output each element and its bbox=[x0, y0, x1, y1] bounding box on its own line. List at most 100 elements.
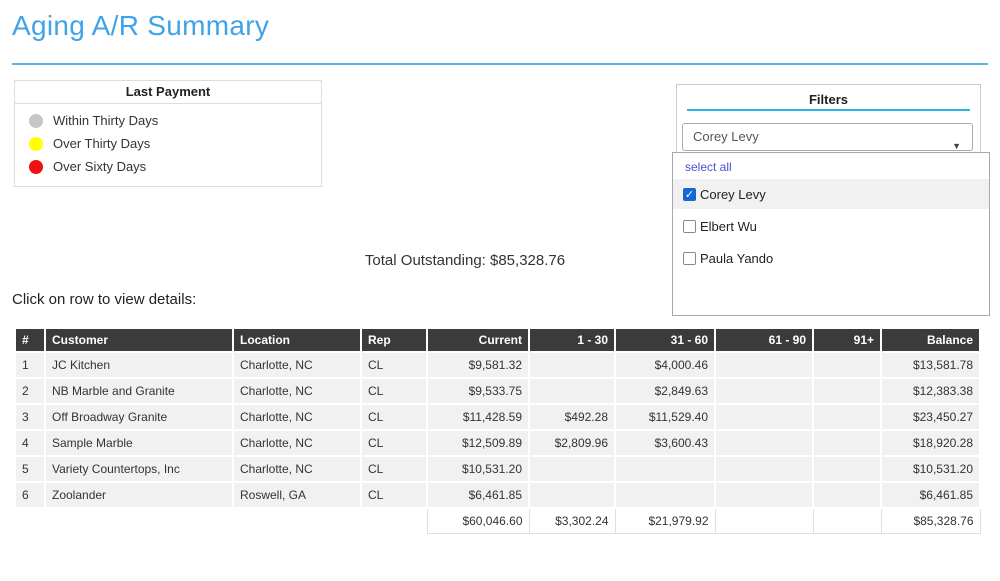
legend-item: Over Thirty Days bbox=[29, 136, 321, 151]
table-cell: 6 bbox=[14, 481, 46, 509]
table-cell: Charlotte, NC bbox=[232, 377, 362, 405]
totals-cell: $60,046.60 bbox=[426, 507, 530, 534]
table-cell: CL bbox=[360, 351, 428, 379]
checkbox-unchecked-icon[interactable] bbox=[683, 251, 696, 265]
table-cell bbox=[614, 455, 716, 483]
rep-filter-selected-value: Corey Levy bbox=[693, 129, 759, 144]
table-cell: $12,509.89 bbox=[426, 429, 530, 457]
table-cell: CL bbox=[360, 455, 428, 483]
table-row[interactable]: 1 JC Kitchen Charlotte, NC CL $9,581.32 $4,00… bbox=[14, 351, 981, 379]
table-cell: $6,461.85 bbox=[426, 481, 530, 509]
table-cell: $2,809.96 bbox=[528, 429, 616, 457]
legend-item-label: Within Thirty Days bbox=[53, 113, 159, 128]
ar-aging-table: # Customer Location Rep Current 1 - 30 31 - 60… bbox=[14, 327, 981, 534]
table-cell: $10,531.20 bbox=[426, 455, 530, 483]
table-cell bbox=[714, 455, 814, 483]
table-cell: 2 bbox=[14, 377, 46, 405]
table-cell: $11,529.40 bbox=[614, 403, 716, 431]
table-cell: $9,533.75 bbox=[426, 377, 530, 405]
totals-lead-cell bbox=[15, 508, 427, 534]
table-cell bbox=[812, 403, 882, 431]
legend-color-dot-icon bbox=[29, 159, 43, 174]
filter-option-label: Elbert Wu bbox=[700, 218, 757, 234]
table-row[interactable]: 5 Variety Countertops, Inc Charlotte, NC CL… bbox=[14, 455, 981, 483]
table-cell: 5 bbox=[14, 455, 46, 483]
table-cell: Zoolander bbox=[44, 481, 234, 509]
table-cell: CL bbox=[360, 481, 428, 509]
table-cell: $9,581.32 bbox=[426, 351, 530, 379]
table-cell: Sample Marble bbox=[44, 429, 234, 457]
table-cell: $492.28 bbox=[528, 403, 616, 431]
table-row[interactable]: 6 Zoolander Roswell, GA CL $6,461.85 $6,461.8… bbox=[14, 481, 981, 509]
filter-option[interactable]: Elbert Wu bbox=[673, 211, 989, 241]
totals-cell bbox=[714, 507, 814, 534]
table-cell: $3,600.43 bbox=[614, 429, 716, 457]
table-cell bbox=[528, 351, 616, 379]
table-cell bbox=[714, 377, 814, 405]
table-cell bbox=[528, 377, 616, 405]
legend-items: Within Thirty Days Over Thirty Days Over S… bbox=[15, 104, 321, 174]
column-header: Location bbox=[232, 327, 362, 353]
select-all-link[interactable]: select all bbox=[685, 160, 732, 174]
totals-cell: $3,302.24 bbox=[528, 507, 616, 534]
totals-cell: $21,979.92 bbox=[614, 507, 716, 534]
table-cell bbox=[714, 351, 814, 379]
column-header: 31 - 60 bbox=[614, 327, 716, 353]
checkbox-unchecked-icon[interactable] bbox=[683, 219, 696, 233]
total-outstanding: Total Outstanding: $85,328.76 bbox=[364, 252, 566, 269]
last-payment-legend: Last Payment Within Thirty Days Over Thir… bbox=[14, 80, 322, 187]
table-cell: $4,000.46 bbox=[614, 351, 716, 379]
column-header: Customer bbox=[44, 327, 234, 353]
table-cell bbox=[812, 377, 882, 405]
table-cell: $2,849.63 bbox=[614, 377, 716, 405]
filter-option[interactable]: Paula Yando bbox=[673, 243, 989, 273]
table-cell: Variety Countertops, Inc bbox=[44, 455, 234, 483]
table-cell: JC Kitchen bbox=[44, 351, 234, 379]
table-cell: $18,920.28 bbox=[880, 429, 981, 457]
table-cell: $23,450.27 bbox=[880, 403, 981, 431]
table-cell bbox=[812, 455, 882, 483]
table-row[interactable]: 2 NB Marble and Granite Charlotte, NC CL $9,… bbox=[14, 377, 981, 405]
filter-option[interactable]: ✓ Corey Levy bbox=[673, 179, 989, 209]
table-row[interactable]: 3 Off Broadway Granite Charlotte, NC CL $11,… bbox=[14, 403, 981, 431]
table-cell: NB Marble and Granite bbox=[44, 377, 234, 405]
table-cell: $6,461.85 bbox=[880, 481, 981, 509]
column-header: # bbox=[14, 327, 46, 353]
legend-title: Last Payment bbox=[15, 81, 321, 104]
legend-item-label: Over Thirty Days bbox=[53, 136, 151, 151]
table-cell: Charlotte, NC bbox=[232, 403, 362, 431]
table-cell: CL bbox=[360, 429, 428, 457]
rep-filter-dropdown[interactable]: Corey Levy ▼ bbox=[682, 123, 973, 151]
table-cell bbox=[714, 403, 814, 431]
table-cell bbox=[812, 481, 882, 509]
legend-item-label: Over Sixty Days bbox=[53, 159, 147, 174]
table-hint: Click on row to view details: bbox=[12, 291, 197, 308]
column-header: Balance bbox=[880, 327, 981, 353]
totals-row: $60,046.60 $3,302.24 $21,979.92 $85,328.76 bbox=[15, 507, 981, 534]
table-cell: Roswell, GA bbox=[232, 481, 362, 509]
filters-title: Filters bbox=[808, 92, 848, 107]
table-cell: Charlotte, NC bbox=[232, 429, 362, 457]
table-cell: $12,383.38 bbox=[880, 377, 981, 405]
table-row[interactable]: 4 Sample Marble Charlotte, NC CL $12,509.89 $… bbox=[14, 429, 981, 457]
table-cell bbox=[812, 429, 882, 457]
table-cell: $10,531.20 bbox=[880, 455, 981, 483]
column-header: Current bbox=[426, 327, 530, 353]
filters-divider bbox=[687, 109, 970, 111]
totals-cell: $85,328.76 bbox=[880, 507, 981, 534]
table-cell: CL bbox=[360, 377, 428, 405]
column-header: 91+ bbox=[812, 327, 882, 353]
table-cell: $13,581.78 bbox=[880, 351, 981, 379]
table-cell bbox=[528, 481, 616, 509]
table-header-row: # Customer Location Rep Current 1 - 30 31 - 60… bbox=[14, 327, 981, 353]
filter-options: ✓ Corey Levy Elbert Wu Paula Yando bbox=[673, 179, 989, 273]
table-cell: CL bbox=[360, 403, 428, 431]
checkbox-checked-icon[interactable]: ✓ bbox=[683, 187, 696, 201]
table-cell bbox=[528, 455, 616, 483]
filter-option-label: Corey Levy bbox=[700, 186, 766, 202]
caret-down-icon: ▼ bbox=[952, 141, 961, 151]
page-title: Aging A/R Summary bbox=[12, 10, 270, 41]
table-cell: 4 bbox=[14, 429, 46, 457]
legend-color-dot-icon bbox=[29, 136, 43, 151]
